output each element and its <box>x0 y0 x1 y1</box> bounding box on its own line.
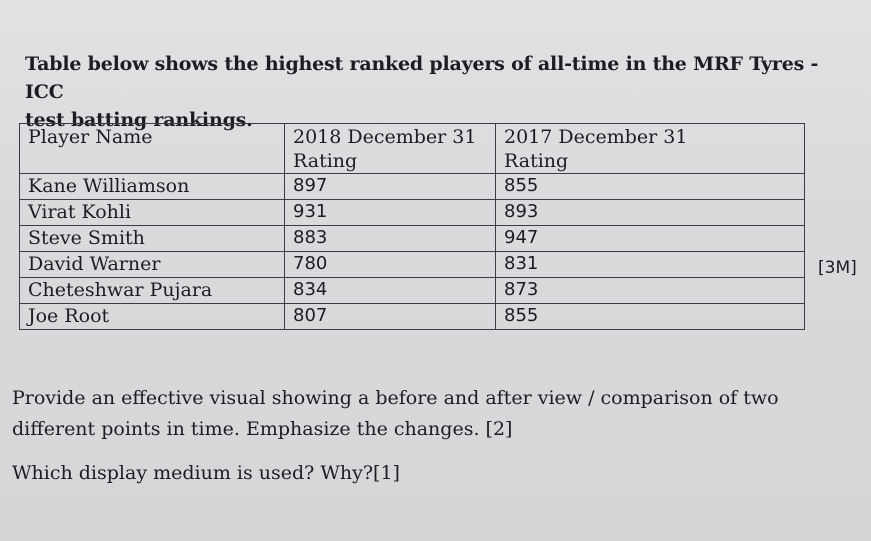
question-1: Provide an effective visual showing a be… <box>12 383 832 445</box>
table-row: Kane Williamson 897 855 <box>19 173 805 200</box>
rating-2018-cell: 897 <box>284 173 496 200</box>
table-row: Steve Smith 883 947 <box>19 225 805 252</box>
rating-2017-cell: 855 <box>495 303 805 330</box>
header-2018-line2: Rating <box>293 150 358 172</box>
header-2018-line1: 2018 December 31 <box>293 126 477 148</box>
table-row: Joe Root 807 855 <box>19 303 805 330</box>
player-name-cell: Virat Kohli <box>19 199 285 226</box>
player-name-cell: Joe Root <box>19 303 285 330</box>
player-name-cell: Cheteshwar Pujara <box>19 277 285 304</box>
player-name-cell: Steve Smith <box>19 225 285 252</box>
rating-2018-cell: 807 <box>284 303 496 330</box>
header-2017-line1: 2017 December 31 <box>504 126 688 148</box>
player-name-cell: David Warner <box>19 251 285 278</box>
table-row: Cheteshwar Pujara 834 873 <box>19 277 805 304</box>
intro-text: Table below shows the highest ranked pla… <box>25 50 825 134</box>
rating-2017-cell: 893 <box>495 199 805 226</box>
header-player-name: Player Name <box>19 123 285 174</box>
header-2017-rating: 2017 December 31 Rating <box>495 123 805 174</box>
header-2018-rating: 2018 December 31 Rating <box>284 123 496 174</box>
rating-2018-cell: 780 <box>284 251 496 278</box>
rating-2018-cell: 834 <box>284 277 496 304</box>
intro-line-1: Table below shows the highest ranked pla… <box>25 53 819 103</box>
rating-2018-cell: 883 <box>284 225 496 252</box>
rating-2017-cell: 873 <box>495 277 805 304</box>
question-1-line-2: different points in time. Emphasize the … <box>12 418 513 440</box>
table-header-row: Player Name 2018 December 31 Rating 2017… <box>19 123 805 174</box>
rating-2018-cell: 931 <box>284 199 496 226</box>
rating-2017-cell: 855 <box>495 173 805 200</box>
table-row: David Warner 780 831 <box>19 251 805 278</box>
marks-label: [3M] <box>818 258 857 278</box>
ranking-table: Player Name 2018 December 31 Rating 2017… <box>19 123 805 330</box>
question-1-line-1: Provide an effective visual showing a be… <box>12 387 779 409</box>
player-name-cell: Kane Williamson <box>19 173 285 200</box>
rating-2017-cell: 831 <box>495 251 805 278</box>
rating-2017-cell: 947 <box>495 225 805 252</box>
table-row: Virat Kohli 931 893 <box>19 199 805 226</box>
question-2: Which display medium is used? Why?[1] <box>12 462 400 484</box>
header-2017-line2: Rating <box>504 150 569 172</box>
